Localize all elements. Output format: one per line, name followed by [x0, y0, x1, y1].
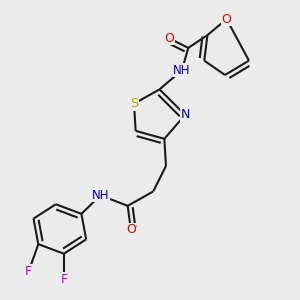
Text: NH: NH: [92, 189, 109, 202]
Text: F: F: [25, 265, 32, 278]
Text: NH: NH: [173, 64, 191, 77]
Text: S: S: [130, 97, 138, 110]
Text: F: F: [60, 273, 68, 286]
Text: O: O: [164, 32, 174, 45]
Text: O: O: [222, 13, 232, 26]
Text: N: N: [180, 108, 190, 122]
Text: O: O: [126, 223, 136, 236]
